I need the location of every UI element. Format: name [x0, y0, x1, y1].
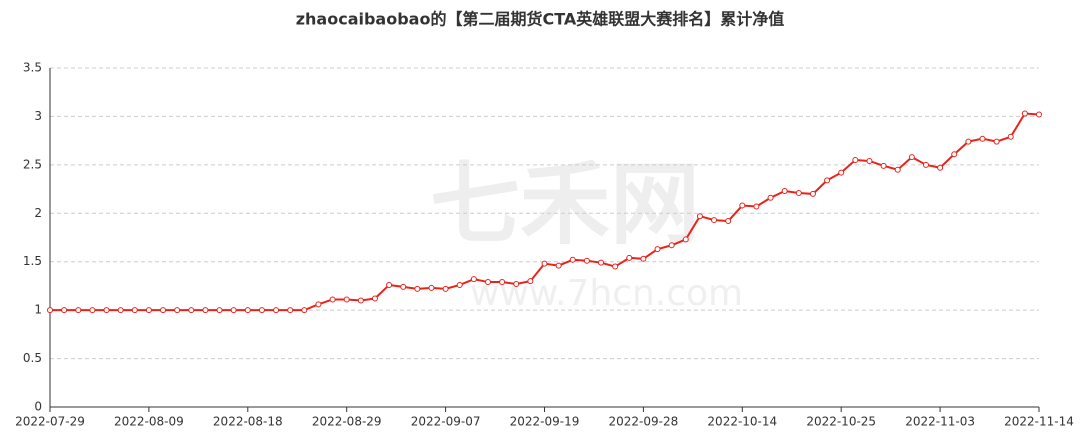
point [541, 260, 548, 267]
point [103, 307, 110, 314]
x-tick-label: 2022-09-19 [510, 415, 580, 429]
point [216, 307, 223, 314]
point [527, 278, 534, 285]
point [343, 296, 350, 303]
point [386, 281, 393, 288]
point [781, 188, 788, 195]
point [244, 307, 251, 314]
point [696, 213, 703, 220]
point [654, 246, 661, 253]
point [202, 307, 209, 314]
point [937, 164, 944, 171]
point [484, 279, 491, 286]
point [414, 285, 421, 292]
x-tick-label: 2022-08-29 [312, 415, 382, 429]
point [75, 307, 82, 314]
y-tick-label: 0.5 [23, 351, 42, 365]
point [47, 307, 53, 314]
point [258, 307, 265, 314]
point [1021, 110, 1028, 117]
point [951, 151, 958, 158]
point [824, 177, 831, 184]
point [612, 263, 619, 270]
point [640, 255, 647, 262]
watermark: 七禾网 [430, 152, 700, 257]
point [513, 280, 520, 287]
point [89, 307, 96, 314]
x-tick-label: 2022-09-28 [609, 415, 679, 429]
point [626, 254, 633, 261]
point [993, 138, 1000, 145]
point [682, 236, 689, 243]
point [61, 307, 68, 314]
y-tick-label: 1 [34, 303, 42, 317]
x-tick-label: 2022-11-03 [905, 415, 975, 429]
point [894, 166, 901, 173]
x-tick-label: 2022-09-07 [411, 415, 481, 429]
point [1036, 111, 1042, 118]
point [555, 262, 562, 269]
point [329, 296, 336, 303]
point [965, 138, 972, 145]
point [739, 202, 746, 209]
x-tick-label: 2022-07-29 [15, 415, 85, 429]
point [1007, 133, 1014, 140]
point [145, 307, 152, 314]
point [838, 169, 845, 176]
x-tick-label: 2022-10-25 [806, 415, 876, 429]
point [456, 281, 463, 288]
point [442, 285, 449, 292]
point [230, 307, 237, 314]
point [668, 242, 675, 249]
point [470, 276, 477, 283]
point [866, 157, 873, 164]
point [188, 307, 195, 314]
chart-title: zhaocaibaobao的【第二届期货CTA英雄联盟大赛排名】累计净值 [296, 10, 785, 29]
y-tick-label: 3.5 [23, 61, 42, 75]
point [598, 259, 605, 266]
watermark-url: www.7hcn.com [470, 273, 743, 314]
x-tick-label: 2022-08-18 [213, 415, 283, 429]
x-tick-label: 2022-10-14 [707, 415, 777, 429]
point [428, 284, 435, 291]
point [273, 307, 280, 314]
point [767, 194, 774, 201]
point [117, 307, 124, 314]
point [583, 257, 590, 264]
point [569, 256, 576, 263]
point [301, 307, 308, 314]
point [131, 307, 138, 314]
point [371, 295, 378, 302]
point [287, 307, 294, 314]
point [711, 217, 718, 224]
y-tick-label: 3 [34, 109, 42, 123]
point [725, 218, 732, 225]
point [315, 301, 322, 308]
point [908, 154, 915, 161]
x-tick-label: 2022-11-14 [1004, 415, 1074, 429]
point [922, 161, 929, 168]
point [499, 279, 506, 286]
point [795, 189, 802, 196]
point [357, 297, 364, 304]
x-tick-label: 2022-08-09 [114, 415, 184, 429]
point [160, 307, 167, 314]
y-tick-label: 1.5 [23, 254, 42, 268]
point [753, 203, 760, 210]
y-tick-label: 0 [34, 400, 42, 414]
point [880, 162, 887, 169]
point [979, 135, 986, 142]
point [809, 190, 816, 197]
y-tick-label: 2.5 [23, 157, 42, 171]
point [400, 283, 407, 290]
y-tick-label: 2 [34, 206, 42, 220]
point [852, 157, 859, 164]
point [174, 307, 181, 314]
